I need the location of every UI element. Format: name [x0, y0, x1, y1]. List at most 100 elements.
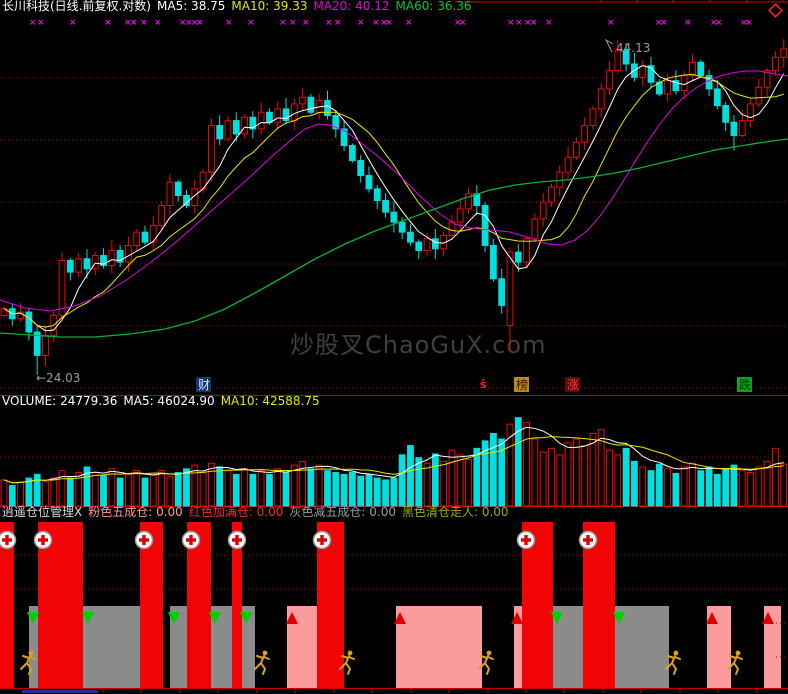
- candle-body: [332, 115, 340, 130]
- indicator-header-segment: 逍遥仓位管理X: [2, 505, 83, 519]
- x-mark: ×: [684, 18, 692, 28]
- volume-bar: [133, 470, 141, 507]
- candle-body: [232, 120, 240, 135]
- position-bar-full: [38, 522, 83, 688]
- volume-bar: [207, 462, 215, 507]
- tag-bang-box[interactable]: [514, 377, 529, 392]
- volume-bar: [390, 477, 398, 507]
- tag-die-box[interactable]: [737, 377, 752, 392]
- candle-body: [174, 181, 182, 197]
- ma-line: [3, 426, 784, 484]
- volume-header-segment: MA5: 46024.90: [123, 394, 215, 408]
- high-annotation-arrow: [604, 38, 614, 53]
- volume-bar: [348, 472, 356, 507]
- time-axis-selection: [22, 690, 98, 693]
- tag-cai-box[interactable]: [196, 377, 211, 392]
- candle-body: [697, 61, 705, 77]
- candle-body: [216, 125, 224, 140]
- ma-line: [3, 436, 784, 484]
- candle-body: [481, 204, 489, 246]
- volume-bar: [531, 438, 539, 507]
- volume-bar: [340, 473, 348, 507]
- candle-body: [614, 50, 622, 72]
- volume-bar: [373, 477, 381, 507]
- x-mark: ×: [385, 18, 393, 28]
- volume-bar: [705, 466, 713, 507]
- candle-body: [639, 65, 647, 78]
- x-mark: ×: [289, 18, 297, 28]
- watermark: 炒股叉ChaoGuX.com: [290, 331, 547, 359]
- volume-bar: [473, 447, 481, 507]
- candle-body: [83, 258, 91, 270]
- x-mark: ×: [140, 18, 148, 28]
- x-mark: ×: [715, 18, 723, 28]
- candle-body: [506, 251, 514, 326]
- x-mark: ×: [124, 18, 132, 28]
- position-bar-half_pink: [396, 606, 482, 688]
- x-mark: ×: [29, 18, 37, 28]
- x-mark: ×: [380, 18, 388, 28]
- position-bar-full: [187, 522, 211, 688]
- candle-body: [664, 80, 672, 95]
- volume-pane[interactable]: [0, 417, 788, 507]
- candle-body: [58, 259, 66, 316]
- volume-bar: [498, 438, 506, 507]
- x-mark: ×: [185, 18, 193, 28]
- position-bar-half_gray: [242, 606, 255, 688]
- x-mark: ×: [524, 18, 532, 28]
- add-position-icon: [235, 535, 239, 545]
- candle-body: [266, 111, 273, 123]
- indicator-header: 逍遥仓位管理X 粉色五成仓: 0.00 红色加满仓: 0.00 灰色减五成仓: 0.0…: [2, 506, 515, 519]
- volume-header-segment: VOLUME: 24779.36: [2, 394, 118, 408]
- x-mark: ×: [104, 18, 112, 28]
- candle-body: [249, 116, 257, 130]
- x-mark: ×: [225, 18, 233, 28]
- candle-body: [597, 88, 605, 110]
- volume-bar: [149, 473, 157, 507]
- indicator-header-segment: 黑色清仓走人: 0.00: [401, 505, 509, 519]
- candle-body: [415, 241, 423, 251]
- reduce-position-triangle-icon: [27, 612, 39, 624]
- volume-bar: [158, 470, 166, 507]
- candle-body: [307, 96, 315, 113]
- ma-line: [0, 138, 788, 338]
- volume-bar: [83, 466, 91, 507]
- x-mark: ×: [179, 18, 187, 28]
- indicator-header-segment: 粉色五成仓: 0.00: [88, 505, 183, 519]
- volume-bar: [680, 466, 688, 507]
- volume-bar: [66, 477, 74, 507]
- volume-bar: [689, 462, 696, 507]
- candle-body: [125, 244, 132, 263]
- add-position-icon: [189, 535, 193, 545]
- volume-bar: [481, 440, 489, 507]
- volume-bar: [664, 468, 672, 507]
- x-mark: ×: [302, 18, 310, 28]
- candle-body: [647, 65, 655, 83]
- x-mark: ×: [655, 18, 663, 28]
- diamond-icon[interactable]: [768, 3, 783, 18]
- volume-bar: [763, 460, 771, 507]
- volume-bar: [241, 468, 248, 507]
- candle-body: [299, 96, 307, 105]
- indicator-header-segment: 灰色减五成仓: 0.00: [289, 505, 396, 519]
- add-position-icon: [41, 535, 45, 545]
- position-bar-full: [522, 522, 553, 688]
- bottom-time-axis[interactable]: [22, 689, 758, 693]
- add-position-icon: [142, 535, 146, 545]
- add-position-icon: [5, 535, 9, 545]
- x-mark: ×: [515, 18, 523, 28]
- x-mark: ×: [607, 18, 615, 28]
- candlestick-series[interactable]: [0, 39, 788, 375]
- candle-body: [91, 254, 99, 270]
- tag-zhang-box[interactable]: [565, 377, 580, 392]
- position-pane[interactable]: [0, 522, 788, 688]
- volume-bar: [548, 447, 555, 507]
- volume-bar: [448, 449, 456, 507]
- candle-body: [149, 224, 157, 243]
- volume-bar: [274, 468, 282, 507]
- candle-body: [705, 75, 713, 90]
- runner-icon: [254, 655, 270, 675]
- candle-body: [141, 231, 149, 243]
- volume-bar: [747, 472, 754, 507]
